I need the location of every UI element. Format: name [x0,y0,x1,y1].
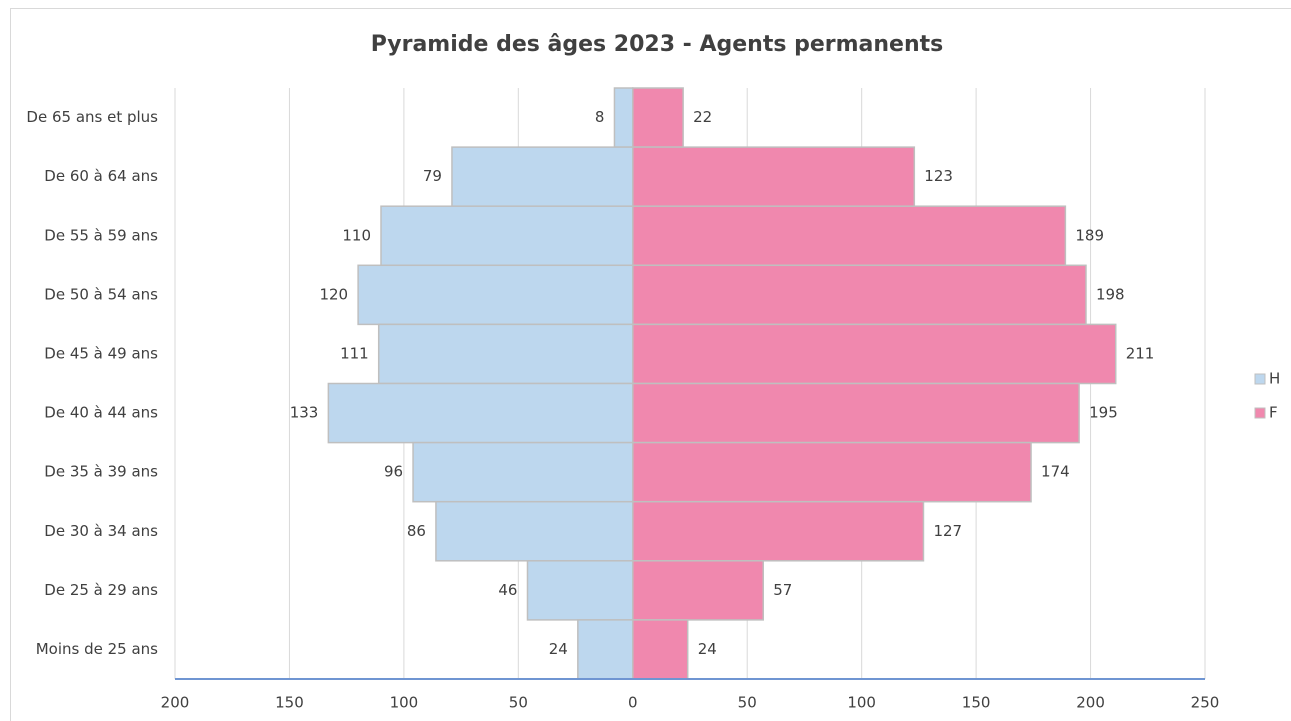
bar [380,205,634,267]
data-label: 133 [290,404,319,422]
y-tick-label: De 30 à 34 ans [44,522,158,540]
x-tick-label: 100 [390,694,419,712]
data-label: 96 [384,463,403,481]
data-label: 22 [693,108,712,126]
data-label: 57 [773,581,792,599]
data-label: 111 [340,344,369,362]
bar [632,323,1117,385]
data-label: 195 [1089,404,1118,422]
legend-swatch [1254,373,1266,385]
bar [632,264,1087,326]
legend-label: H [1269,370,1280,388]
bar [451,146,634,207]
bar [613,87,634,148]
legend-swatch [1254,407,1266,419]
data-label: 198 [1096,285,1125,303]
data-label: 211 [1126,344,1155,362]
bar [632,146,916,207]
y-tick-label: De 50 à 54 ans [44,285,158,303]
x-tick-label: 50 [738,694,757,712]
x-tick-label: 250 [1191,694,1220,712]
data-label: 174 [1041,463,1070,481]
y-tick-label: De 65 ans et plus [26,108,158,126]
bar [357,264,634,326]
data-label: 86 [407,522,426,540]
y-tick-label: De 55 à 59 ans [44,226,158,244]
x-tick-label: 150 [275,694,304,712]
bar [327,382,634,444]
y-tick-label: De 45 à 49 ans [44,344,158,362]
data-label: 8 [595,108,605,126]
data-label: 24 [698,640,717,658]
data-label: 79 [423,167,442,185]
y-tick-label: Moins de 25 ans [36,640,158,658]
x-tick-label: 0 [628,694,638,712]
y-tick-label: De 25 à 29 ans [44,581,158,599]
bar [632,382,1080,444]
bar [632,619,689,680]
y-tick-label: De 35 à 39 ans [44,463,158,481]
x-tick-label: 50 [509,694,528,712]
bar [435,500,634,562]
data-label: 110 [342,226,371,244]
y-tick-label: De 40 à 44 ans [44,404,158,422]
x-tick-label: 200 [1076,694,1105,712]
x-tick-label: 150 [962,694,991,712]
data-label: 120 [319,285,348,303]
data-label: 123 [924,167,953,185]
data-label: 127 [933,522,962,540]
bar [632,205,1067,267]
legend-label: F [1269,404,1278,422]
bar [632,560,764,621]
data-label: 24 [549,640,568,658]
bar [632,87,684,148]
x-tick-label: 100 [847,694,876,712]
bar [577,619,634,680]
bar [632,500,925,562]
data-label: 189 [1075,226,1104,244]
bar [632,441,1032,503]
bar [526,560,634,621]
bar [377,323,634,385]
data-label: 46 [498,581,517,599]
y-tick-label: De 60 à 64 ans [44,167,158,185]
x-tick-label: 200 [161,694,190,712]
bar [412,441,634,503]
chart-title: Pyramide des âges 2023 - Agents permanen… [371,32,944,57]
